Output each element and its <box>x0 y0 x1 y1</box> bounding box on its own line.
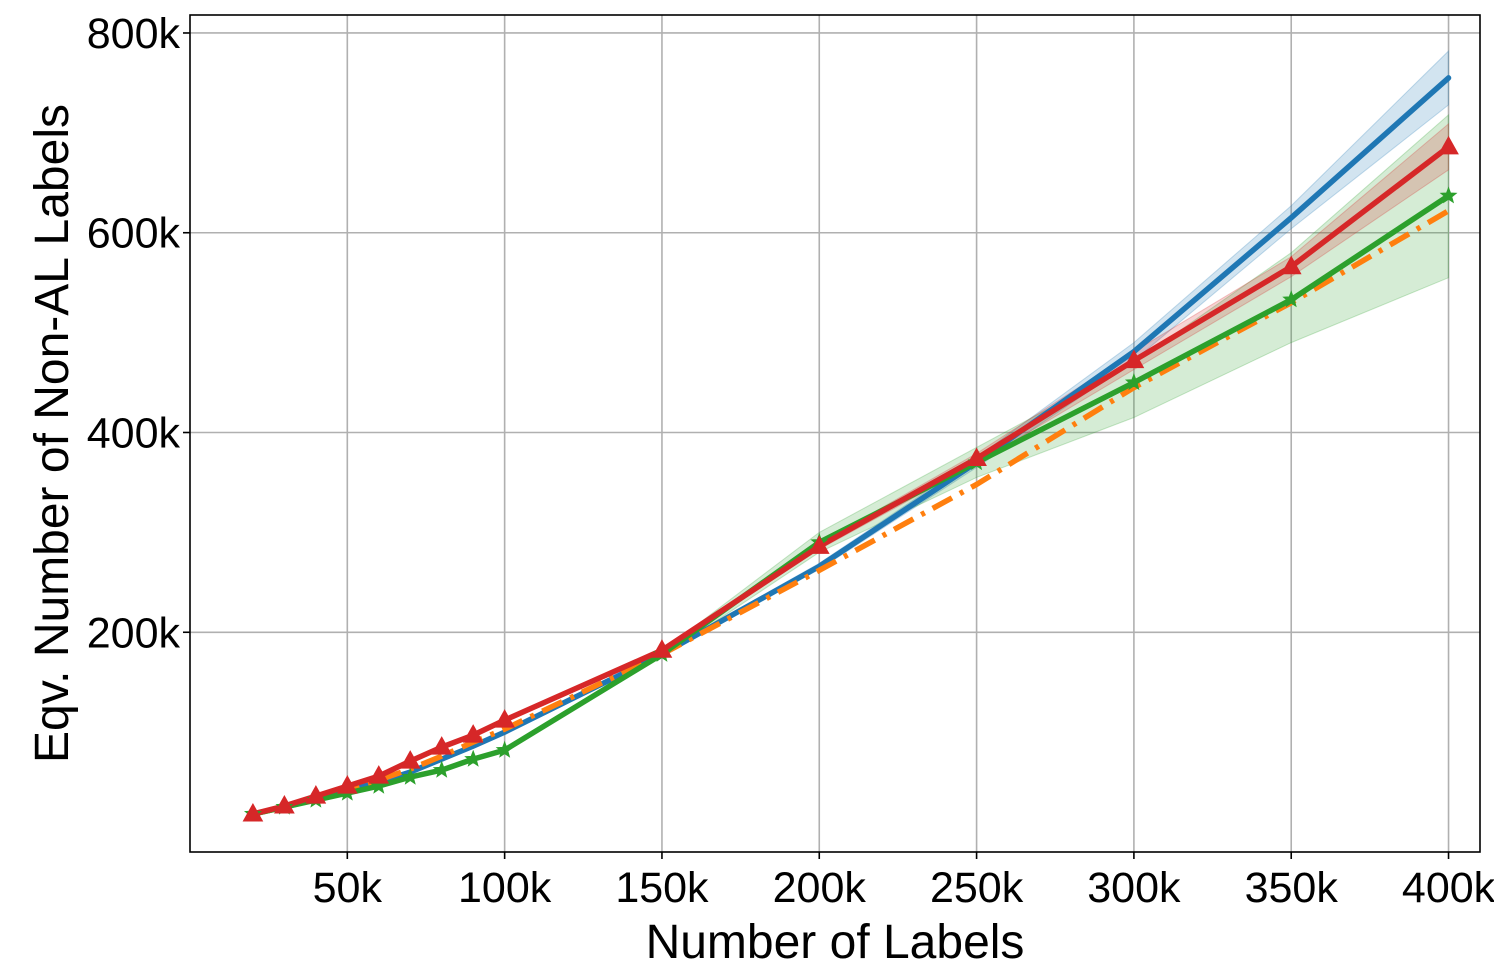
x-tick-label: 50k <box>313 864 383 912</box>
triangle-marker <box>494 709 515 728</box>
star-marker <box>432 760 451 778</box>
x-tick-label: 400k <box>1402 864 1494 912</box>
triangle-marker <box>1280 255 1302 275</box>
y-tick-label: 200k <box>87 609 181 657</box>
triangle-marker <box>274 795 295 814</box>
star-marker <box>401 767 420 785</box>
series-lines <box>250 75 1452 817</box>
triangle-marker <box>462 724 484 743</box>
axis-ticks: 50k 100k 150k 200k 250k 300k 350k 400k 200k 400k 6… <box>87 10 1494 912</box>
x-axis-title: Number of Labels <box>646 916 1025 969</box>
series-markers <box>242 135 1459 822</box>
y-axis-title: Eqv. Number of Non-AL Labels <box>26 104 79 763</box>
star-marker <box>495 740 514 758</box>
x-tick-label: 250k <box>930 864 1024 912</box>
star-marker <box>1439 186 1458 204</box>
x-tick-label: 350k <box>1245 864 1339 912</box>
triangle-marker <box>368 765 390 784</box>
triangle-marker <box>966 447 987 466</box>
star-marker <box>1124 373 1143 391</box>
x-tick-label: 150k <box>615 864 709 912</box>
triangle-marker <box>336 775 358 794</box>
triangle-marker <box>808 535 830 554</box>
x-tick-label: 200k <box>773 864 867 912</box>
plot-frame <box>189 14 1481 853</box>
triangle-marker <box>242 803 264 822</box>
triangle-marker <box>1123 349 1145 369</box>
triangle-marker <box>399 750 421 769</box>
y-tick-label: 600k <box>87 210 181 258</box>
y-tick-label: 800k <box>87 10 181 58</box>
star-marker <box>1282 290 1301 308</box>
triangle-marker <box>431 736 453 755</box>
triangle-marker <box>1438 135 1459 155</box>
grid <box>190 15 1480 852</box>
series-line <box>250 75 1452 817</box>
y-tick-label: 400k <box>87 410 181 458</box>
triangle-marker <box>651 639 673 658</box>
star-marker <box>464 749 483 767</box>
x-tick-label: 100k <box>458 864 552 912</box>
confidence-band <box>252 113 1450 816</box>
x-tick-label: 300k <box>1087 864 1181 912</box>
triangle-marker <box>305 785 327 804</box>
